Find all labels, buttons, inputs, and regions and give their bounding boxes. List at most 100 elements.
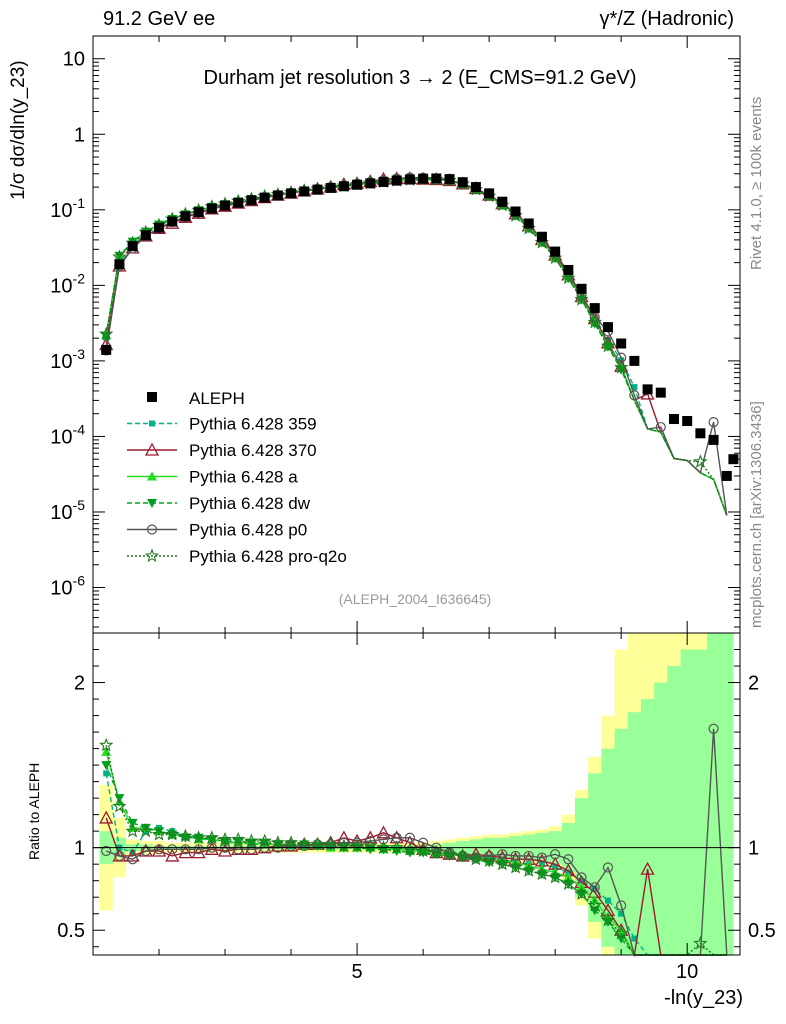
ratio-point [376,840,391,854]
ratio-point [178,845,193,859]
y-tick-label: 10-2 [50,270,85,297]
aleph-point [193,207,204,218]
y-axis-label: 1/σ dσ/dln(y_23) [8,60,29,200]
ratio-point [204,841,219,855]
aleph-point [365,178,376,189]
aleph-point [378,176,389,187]
aleph-point [457,177,468,188]
ratio-point [153,844,165,855]
ratio-point [217,831,233,846]
data-point [114,251,125,261]
series-line-main [105,177,728,516]
ratio-point [193,844,204,855]
ratio-point [550,849,561,860]
ratio-point [112,798,127,813]
ratio-point [693,935,708,950]
ratio-point [602,862,614,873]
series-line-main [105,178,728,516]
aleph-point [563,264,574,275]
watermark: (ALEPH_2004_I636645) [339,591,492,607]
ratio-point [127,854,138,865]
series-line-main [105,176,728,516]
ratio-point [178,828,193,843]
aleph-point [550,246,561,257]
ratio-point [508,860,523,874]
aleph-point [721,470,732,481]
ratio-point [99,737,114,752]
aleph-point [589,303,600,314]
legend-marker [147,471,157,481]
y-tick-exponent: -3 [73,346,86,362]
header-energy: 91.2 GeV ee [103,8,216,30]
aleph-point [140,230,151,241]
aleph-point [391,175,402,186]
ratio-point [495,856,510,871]
y-tick-label: 10 [63,49,85,71]
ratio-point [589,906,600,916]
ratio-point [442,846,457,861]
ratio-point [297,836,312,851]
aleph-point [695,428,706,439]
rivet-version-label: Rivet 4.1.0, ≥ 100k events [748,96,765,270]
ratio-point [587,898,602,912]
data-point [693,454,708,468]
aleph-point [682,416,693,427]
aleph-point [668,414,679,425]
aleph-point [616,338,627,349]
ratio-frame [92,632,741,956]
aleph-point [286,188,297,199]
aleph-point [299,186,310,197]
x-axis-label: -ln(y_23) [664,987,743,1009]
legend-label-aleph: ALEPH [189,389,245,408]
ratio-point [167,844,178,855]
main-plot-series [99,171,739,516]
aleph-point [629,355,640,366]
y-tick-exponent: -2 [73,270,86,286]
ratio-tick-label-left: 2 [74,673,85,695]
aleph-point [352,179,363,190]
ratio-point [257,833,272,848]
aleph-point [523,218,534,229]
ratio-point [640,861,655,875]
ratio-point [349,838,365,853]
ratio-point [103,770,110,777]
aleph-point [101,344,112,355]
data-point [587,314,602,329]
aleph-point [655,387,666,398]
ratio-point [363,838,378,853]
ratio-tick-label-right: 1 [748,838,759,860]
x-tick-label: 5 [352,961,363,983]
aleph-point [206,203,217,214]
aleph-point [259,192,270,203]
ratio-point [129,849,136,856]
aleph-point [510,206,521,217]
data-point [614,360,629,374]
legend-marker-aleph [147,392,157,402]
x-tick-label: 10 [676,961,698,983]
ratio-point [323,836,338,851]
aleph-point [114,259,125,270]
data-point [561,270,576,285]
ratio-point [389,840,404,854]
ratio-point [618,910,625,917]
legend: ALEPH Pythia 6.428 359 Pythia 6.428 370 Pyt… [127,389,347,566]
aleph-point [246,195,257,206]
ratio-point [165,848,180,862]
ratio-band-green [99,633,734,955]
legend-label: Pythia 6.428 370 [189,441,317,460]
header-process: γ*/Z (Hadronic) [599,8,734,30]
ratio-point [376,825,391,839]
ratio-point [125,823,140,838]
ratio-point [578,877,585,884]
mcplots-label: mcplots.cern.ch [arXiv:1306.3436] [748,401,765,628]
y-tick-label: 10-6 [50,573,85,600]
ratio-point [563,854,574,865]
aleph-point [708,434,719,445]
ratio-point [614,926,629,940]
ratio-point [154,827,165,837]
ratio-point [708,723,719,734]
ratio-point [336,838,352,853]
chart-title: Durham jet resolution 3 → 2 (E_CMS=91.2 … [204,67,637,89]
aleph-point [312,184,323,195]
